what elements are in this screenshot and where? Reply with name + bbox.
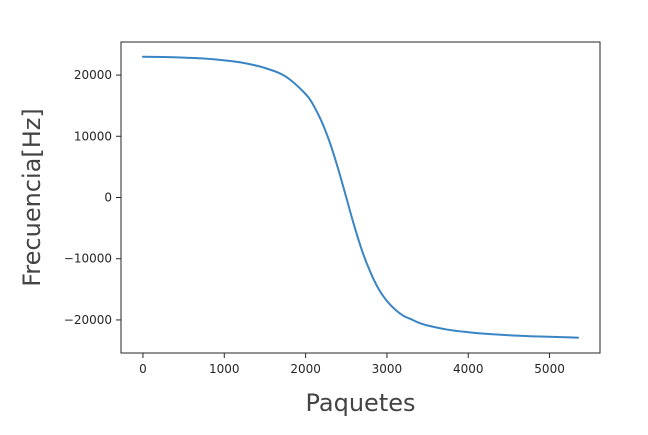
- y-tick-label: 10000: [74, 129, 112, 143]
- x-tick-label: 0: [139, 362, 147, 376]
- x-tick-label: 4000: [453, 362, 484, 376]
- x-tick-label: 5000: [534, 362, 565, 376]
- y-tick-label: 20000: [74, 68, 112, 82]
- series-line: [142, 55, 579, 339]
- y-tick-label: 0: [104, 191, 112, 205]
- x-tick-label: 1000: [209, 362, 240, 376]
- y-axis-label: Frecuencia[Hz]: [18, 108, 46, 287]
- x-tick-label: 2000: [290, 362, 321, 376]
- y-tick-label: −20000: [64, 313, 112, 327]
- x-axis-ticks: 0 1000 2000 3000 4000 5000: [139, 353, 565, 376]
- y-axis-ticks: 20000 10000 0 −10000 −20000: [64, 68, 121, 327]
- x-axis-label: Paquetes: [306, 389, 416, 417]
- y-tick-label: −10000: [64, 252, 112, 266]
- plot-frame: [120, 41, 601, 354]
- x-tick-label: 3000: [372, 362, 403, 376]
